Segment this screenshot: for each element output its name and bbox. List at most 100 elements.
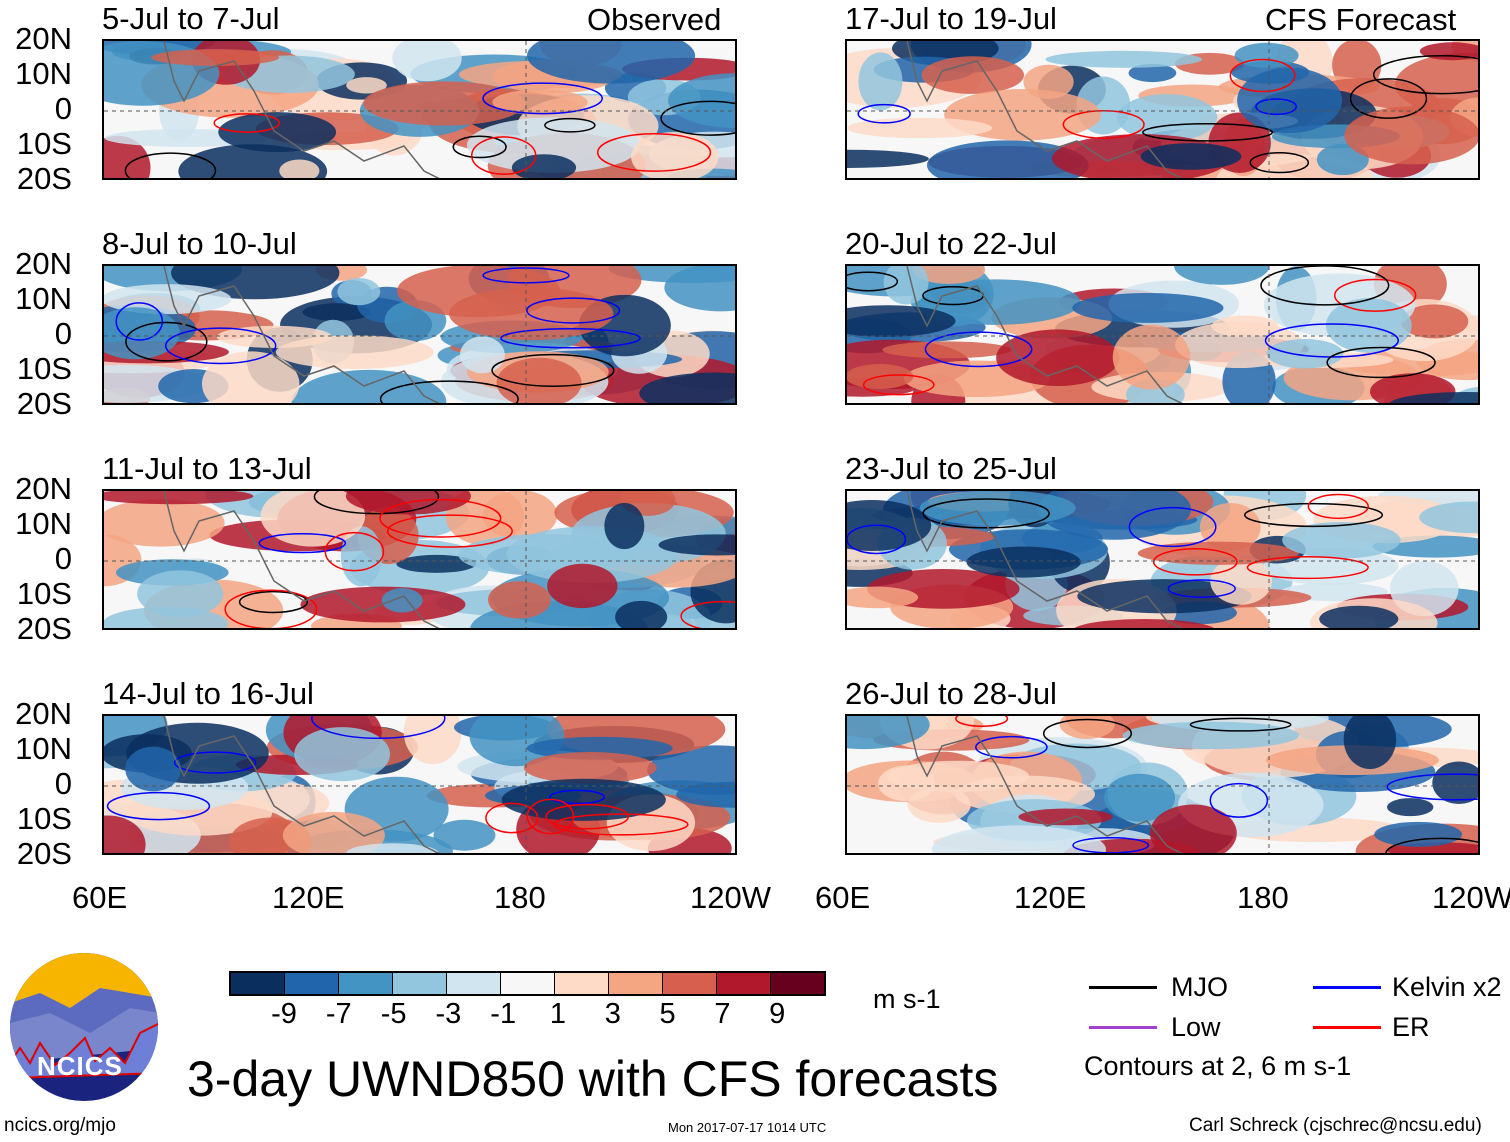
- anomaly-shading: [104, 606, 229, 628]
- wave-contour: [1307, 493, 1369, 520]
- anomaly-shading: [1045, 50, 1202, 68]
- wave-contour: [324, 531, 385, 572]
- anomaly-shading: [615, 600, 668, 628]
- anomaly-shading: [1343, 716, 1397, 770]
- colorbar-swatch: [555, 973, 609, 994]
- lat-label: 20N: [15, 696, 72, 731]
- anomaly-shading: [1140, 143, 1242, 170]
- colorbar-label: -1: [490, 998, 517, 1030]
- wave-contour: [549, 789, 606, 805]
- anomaly-shading: [302, 303, 371, 321]
- wave-contour: [1246, 555, 1369, 580]
- footer-url[interactable]: ncics.org/mjo: [4, 1115, 116, 1136]
- panel-title: 23-Jul to 25-Jul: [845, 451, 1057, 486]
- colorbar-units: m s-1: [873, 984, 941, 1014]
- lon-label: 120W: [1432, 880, 1510, 915]
- anomaly-shading: [104, 491, 254, 505]
- anomaly-shading: [1432, 761, 1478, 805]
- anomaly-shading: [1059, 716, 1115, 739]
- lon-label: 120E: [1014, 880, 1087, 915]
- coastline: [906, 266, 1183, 403]
- anomaly-shading: [381, 588, 423, 613]
- anomaly-shading: [392, 41, 462, 82]
- coastline: [163, 41, 440, 178]
- anomaly-shading: [912, 266, 986, 284]
- wave-contour: [1260, 266, 1390, 306]
- wave-contour: [1349, 78, 1428, 119]
- footer-credit: Carl Schreck (cjschrec@ncsu.edu): [1189, 1115, 1482, 1136]
- wave-contour: [125, 321, 208, 362]
- anomaly-shading: [448, 287, 614, 341]
- map-panel: [102, 264, 737, 405]
- anomaly-shading: [201, 351, 300, 403]
- anomaly-shading: [125, 746, 181, 792]
- anomaly-shading: [487, 581, 551, 619]
- observed-label: Observed: [587, 2, 722, 37]
- wave-contour: [213, 113, 281, 133]
- anomaly-shading: [658, 534, 735, 556]
- wave-contour: [680, 600, 735, 628]
- anomaly-shading: [363, 81, 526, 126]
- coastline: [906, 41, 1183, 178]
- lat-label: 0: [54, 541, 72, 576]
- panel-title: 8-Jul to 10-Jul: [102, 226, 297, 261]
- wave-contour: [526, 297, 621, 324]
- wave-contour: [1189, 717, 1292, 732]
- anomaly-shading: [218, 112, 337, 153]
- wave-contour: [922, 498, 1050, 529]
- anomaly-shading: [1211, 315, 1279, 338]
- anomaly-shading: [501, 778, 666, 821]
- colorbar-label: -3: [435, 998, 462, 1030]
- wave-contour: [1209, 782, 1269, 818]
- map-panel: [845, 714, 1480, 855]
- anomaly-shading: [496, 357, 582, 403]
- map-panel: [845, 39, 1480, 180]
- anomaly-shading: [1374, 821, 1462, 847]
- wave-contour: [1249, 152, 1310, 174]
- coastline: [163, 266, 440, 403]
- lat-label: 10N: [15, 281, 72, 316]
- wave-contour: [526, 798, 575, 835]
- colorbar-swatch: [393, 973, 447, 994]
- lat-label: 0: [54, 316, 72, 351]
- footer-timestamp: Mon 2017-07-17 1014 UTC: [668, 1120, 827, 1135]
- anomaly-shading: [337, 277, 381, 306]
- anomaly-shading: [1389, 392, 1478, 403]
- anomaly-shading: [1282, 521, 1401, 559]
- colorbar-swatch: [663, 973, 717, 994]
- wave-contour: [115, 302, 164, 341]
- lat-label: 20N: [15, 21, 72, 56]
- anomaly-shading: [676, 781, 735, 808]
- colorbar: [229, 971, 826, 996]
- anomaly-shading: [396, 554, 477, 573]
- anomaly-shading: [1319, 605, 1399, 628]
- lat-label: 10S: [16, 576, 72, 611]
- wave-contour: [975, 735, 1048, 759]
- anomaly-shading: [104, 499, 225, 547]
- anomaly-shading: [104, 284, 232, 315]
- colorbar-label: 9: [769, 998, 786, 1030]
- panel-title: 5-Jul to 7-Jul: [102, 1, 280, 36]
- wave-contour: [1333, 278, 1417, 312]
- colorbar-label: 5: [659, 998, 676, 1030]
- wave-contour: [238, 590, 309, 614]
- anomaly-shading: [523, 752, 657, 784]
- wave-contour: [660, 100, 735, 136]
- wave-contour: [224, 589, 318, 628]
- legend-er: ER: [1392, 1012, 1430, 1042]
- legend-kelvin: Kelvin x2: [1392, 972, 1502, 1002]
- anomaly-shading: [1316, 143, 1369, 176]
- coastline: [906, 491, 1183, 628]
- anomaly-shading: [137, 570, 224, 618]
- colorbar-label: -5: [380, 998, 407, 1030]
- anomaly-shading: [1234, 42, 1299, 69]
- wave-contour: [1128, 506, 1217, 548]
- panel-title: 17-Jul to 19-Jul: [845, 1, 1057, 36]
- anomaly-shading: [1018, 808, 1113, 826]
- colorbar-label: -7: [325, 998, 352, 1030]
- wave-contour: [485, 802, 539, 834]
- wave-contour: [862, 374, 935, 396]
- wave-contour: [1072, 836, 1150, 853]
- colorbar-swatch: [717, 973, 771, 994]
- wave-contour: [258, 532, 347, 554]
